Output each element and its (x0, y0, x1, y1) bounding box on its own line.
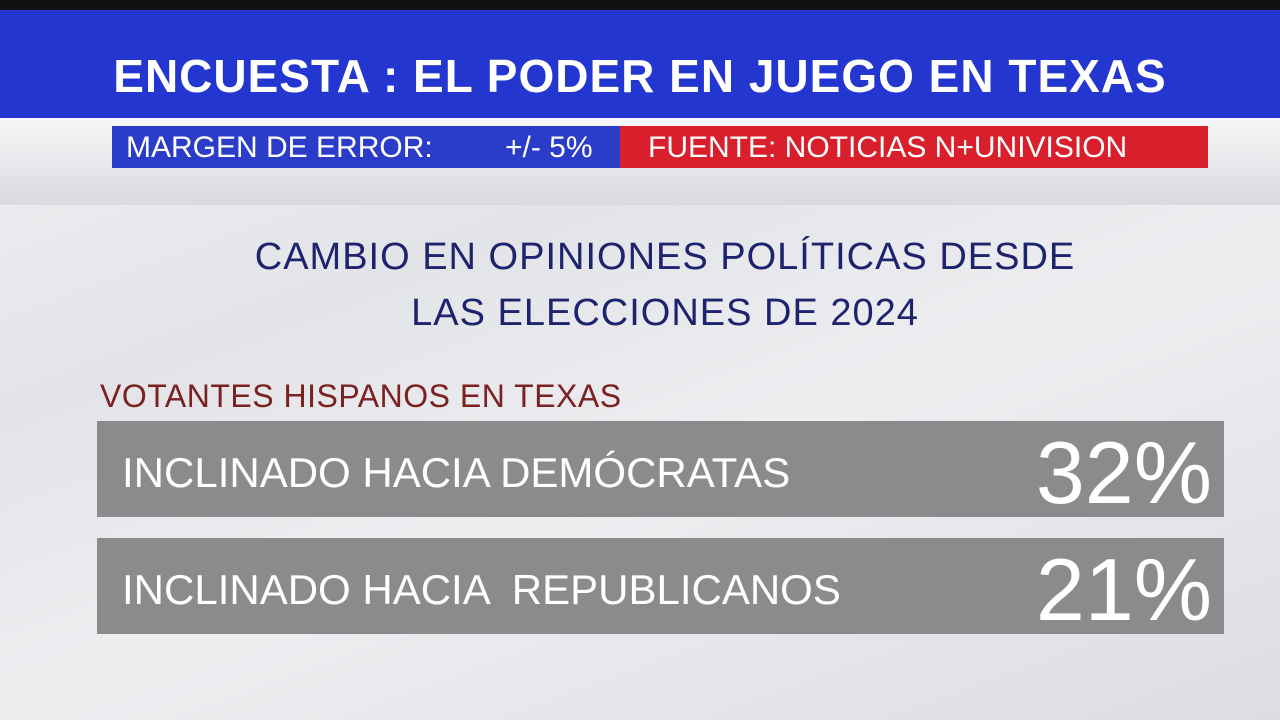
row-label: INCLINADO HACIA REPUBLICANOS (122, 566, 841, 613)
source-box (620, 126, 1208, 168)
subtitle: CAMBIO EN OPINIONES POLÍTICAS DESDE (254, 236, 1076, 278)
row-box (97, 538, 1224, 634)
row-value: 21% (1035, 540, 1212, 639)
subtitle: LAS ELECCIONES DE 2024 (411, 292, 919, 334)
row-label: INCLINADO HACIA DEMÓCRATAS (122, 449, 791, 496)
margin-box (112, 126, 620, 168)
title: ENCUESTA : EL PODER EN JUEGO EN TEXAS (113, 50, 1167, 102)
source: FUENTE: NOTICIAS N+UNIVISION (648, 131, 1128, 164)
group-label: VOTANTES HISPANOS EN TEXAS (100, 378, 622, 414)
title-bar (0, 10, 1280, 118)
row-value: 32% (1035, 423, 1212, 522)
row-box (97, 421, 1224, 517)
margin-label: MARGEN DE ERROR: (126, 131, 433, 164)
margin-value: +/- 5% (505, 131, 593, 164)
top-strip (0, 0, 1280, 10)
